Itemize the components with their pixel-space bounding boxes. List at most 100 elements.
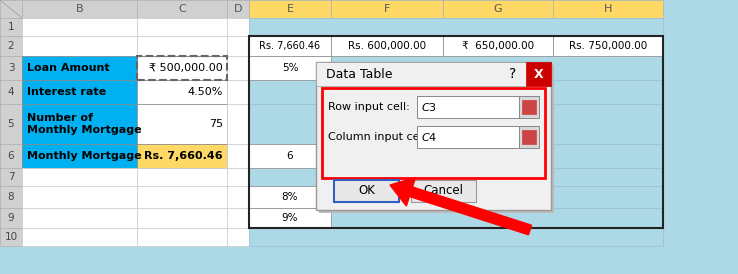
Text: Row input cell:: Row input cell: [328, 102, 410, 112]
Bar [22, 36, 137, 56]
Bar [137, 208, 227, 228]
Bar [22, 168, 137, 186]
Bar [227, 80, 249, 104]
Bar [227, 56, 249, 80]
Bar [417, 126, 519, 148]
Text: Rs. 7,660.46: Rs. 7,660.46 [260, 41, 320, 51]
Text: Rs. 750,000.00: Rs. 750,000.00 [569, 41, 647, 51]
Bar [443, 36, 553, 56]
Bar [249, 168, 663, 186]
Text: 6: 6 [286, 151, 293, 161]
Bar [22, 228, 137, 246]
Bar [227, 186, 249, 208]
Text: 4.50%: 4.50% [187, 87, 223, 97]
Bar [137, 168, 227, 186]
Bar [137, 80, 227, 104]
Bar [249, 36, 663, 228]
Text: Rs. 600,000.00: Rs. 600,000.00 [348, 41, 426, 51]
Bar [22, 186, 137, 208]
Bar [249, 104, 663, 144]
Text: Monthly Mortgage: Monthly Mortgage [27, 151, 142, 161]
Bar [249, 0, 331, 18]
Bar [0, 36, 22, 56]
Bar [0, 144, 22, 168]
Bar [137, 18, 227, 36]
Bar [249, 36, 663, 56]
Bar [319, 65, 554, 213]
Bar [137, 0, 227, 18]
Text: H: H [604, 4, 613, 14]
Text: 9%: 9% [282, 213, 298, 223]
Bar [227, 228, 249, 246]
Bar [22, 0, 137, 18]
Bar [322, 88, 545, 178]
Text: 6: 6 [7, 151, 14, 161]
Bar [519, 96, 539, 118]
Bar [249, 56, 663, 80]
Text: 5: 5 [7, 119, 14, 129]
Text: X: X [534, 67, 543, 81]
Bar [137, 228, 227, 246]
Bar [522, 100, 536, 114]
Text: D: D [234, 4, 242, 14]
Text: ₹  650,000.00: ₹ 650,000.00 [462, 41, 534, 51]
Bar [249, 18, 663, 36]
Text: 9: 9 [7, 213, 14, 223]
Text: Rs. 7,660.46: Rs. 7,660.46 [145, 151, 223, 161]
Text: G: G [494, 4, 503, 14]
Bar [519, 126, 539, 148]
Bar [227, 144, 249, 168]
Bar [334, 180, 399, 202]
Bar [227, 168, 249, 186]
Bar [22, 144, 137, 168]
Text: 2: 2 [7, 41, 14, 51]
Bar [249, 80, 663, 104]
Bar [411, 180, 476, 202]
Text: Cancel: Cancel [424, 184, 463, 198]
Bar [331, 0, 443, 18]
Text: 7: 7 [7, 172, 14, 182]
Bar [137, 186, 227, 208]
Bar [249, 208, 663, 228]
Bar [227, 18, 249, 36]
Bar [22, 18, 137, 36]
Bar [22, 56, 137, 80]
Bar [137, 104, 227, 144]
Bar [249, 144, 663, 168]
Bar [137, 56, 227, 80]
Text: $C$4: $C$4 [421, 131, 437, 143]
Bar [137, 36, 227, 56]
Bar [227, 208, 249, 228]
Text: C: C [178, 4, 186, 14]
Bar [22, 208, 137, 228]
Text: Interest rate: Interest rate [27, 87, 106, 97]
Text: Data Table: Data Table [326, 67, 393, 81]
Bar [249, 186, 331, 208]
Bar [417, 96, 519, 118]
Text: B: B [76, 4, 83, 14]
Text: 8%: 8% [282, 192, 298, 202]
FancyArrow shape [390, 178, 531, 235]
Text: Column input cell:: Column input cell: [328, 132, 430, 142]
Bar [0, 80, 22, 104]
Bar [0, 18, 22, 36]
Bar [443, 0, 553, 18]
Bar [249, 56, 331, 80]
Text: Number of
Monthly Mortgage: Number of Monthly Mortgage [27, 113, 142, 135]
Text: 8: 8 [7, 192, 14, 202]
Text: 3: 3 [7, 63, 14, 73]
Bar [227, 36, 249, 56]
Bar [553, 0, 663, 18]
Bar [522, 130, 536, 144]
Bar [22, 80, 137, 104]
Bar [553, 36, 663, 56]
Text: E: E [286, 4, 294, 14]
Bar [22, 104, 137, 144]
Bar [249, 186, 663, 208]
Text: 5%: 5% [282, 63, 298, 73]
Text: ₹ 500,000.00: ₹ 500,000.00 [149, 63, 223, 73]
Bar [249, 228, 663, 246]
Text: Loan Amount: Loan Amount [27, 63, 110, 73]
Text: 4: 4 [7, 87, 14, 97]
Text: F: F [384, 4, 390, 14]
